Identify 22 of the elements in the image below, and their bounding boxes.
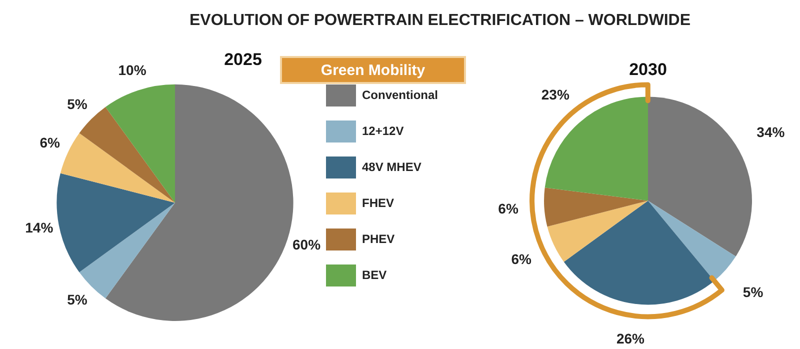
legend-label: BEV xyxy=(362,268,387,282)
data-label: 14% xyxy=(25,219,54,236)
legend-label: Conventional xyxy=(362,88,438,102)
data-label: 10% xyxy=(118,62,147,78)
chart-title: EVOLUTION OF POWERTRAIN ELECTRIFICATION – WORLDWIDE xyxy=(188,12,692,30)
data-label: 34% xyxy=(756,124,786,140)
data-label: 6% xyxy=(40,134,61,151)
data-label: 60% xyxy=(292,236,322,252)
data-label: 6% xyxy=(498,200,519,216)
data-label: 5% xyxy=(67,291,88,308)
text: Green Mobility xyxy=(280,56,466,84)
chart-title: 2030 xyxy=(629,60,667,79)
legend-label: 12+12V xyxy=(362,124,404,138)
chart-subtitle: 2025 xyxy=(224,50,262,69)
data-label: 5% xyxy=(67,96,88,112)
legend-label: 48V MHEV xyxy=(362,160,422,174)
data-label: 5% xyxy=(742,284,764,300)
data-label: 23% xyxy=(541,86,570,103)
data-label: 6% xyxy=(511,251,532,268)
legend-label: FHEV xyxy=(362,196,394,210)
data-label: 26% xyxy=(616,330,646,346)
legend-label: PHEV xyxy=(362,232,395,246)
